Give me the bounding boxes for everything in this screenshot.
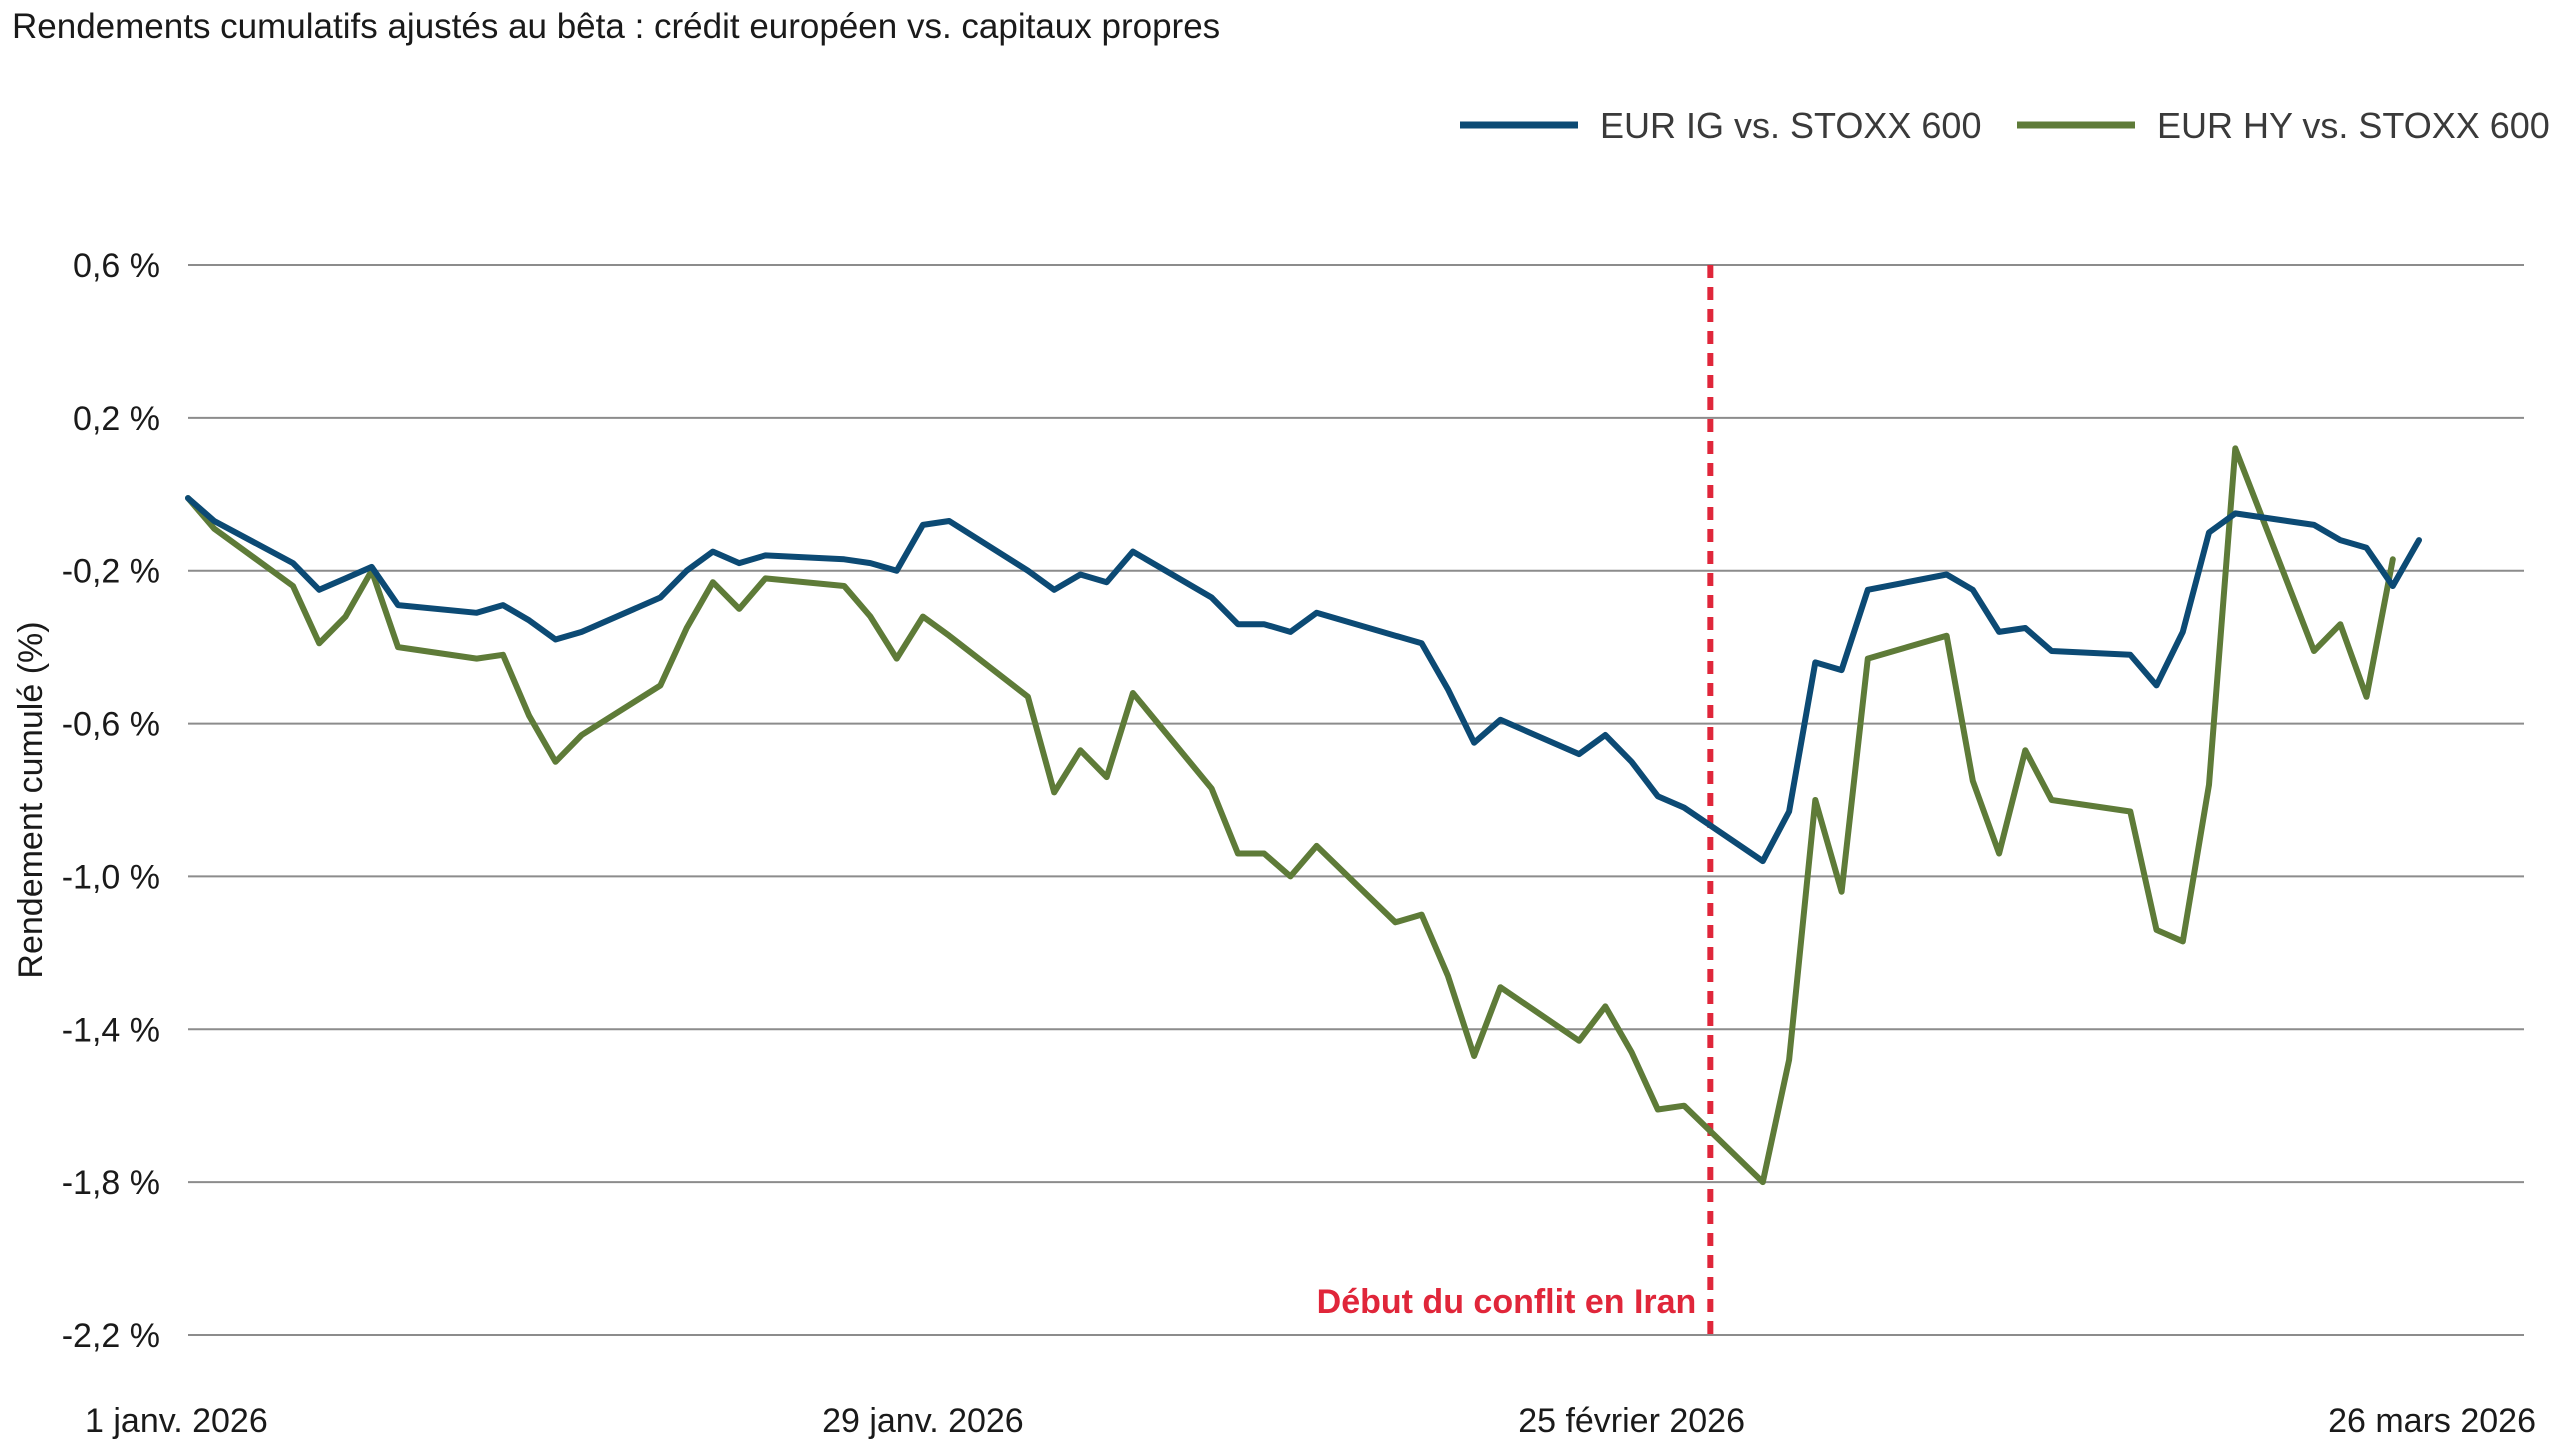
y-tick-label: -0,2 % xyxy=(62,553,160,591)
legend-label-eur-ig: EUR IG vs. STOXX 600 xyxy=(1600,105,1981,146)
y-axis-ticks: 0,6 % 0,2 % -0,2 % -0,6 % -1,0 % -1,4 % -1,8 %… xyxy=(62,247,160,1355)
legend-label-eur-hy: EUR HY vs. STOXX 600 xyxy=(2157,105,2550,146)
series-line-hy xyxy=(185,445,2396,1186)
series-group xyxy=(185,445,2422,1186)
x-axis-ticks: 1 janv. 2026 29 janv. 2026 25 février 2026… xyxy=(85,1402,2536,1440)
x-tick-label: 26 mars 2026 xyxy=(2328,1402,2536,1440)
y-tick-label: -2,2 % xyxy=(62,1317,160,1355)
x-tick-label: 1 janv. 2026 xyxy=(85,1402,268,1440)
conflict-marker-label: Début du conflit en Iran xyxy=(1317,1283,1697,1321)
series-line-ig xyxy=(185,495,2422,865)
y-tick-label: -1,8 % xyxy=(62,1164,160,1202)
gridlines xyxy=(188,264,2524,1336)
y-tick-label: -1,4 % xyxy=(62,1011,160,1049)
y-tick-label: -0,6 % xyxy=(62,706,160,744)
x-tick-label: 29 janv. 2026 xyxy=(822,1402,1024,1440)
y-axis-title: Rendement cumulé (%) xyxy=(12,621,50,978)
x-tick-label: 25 février 2026 xyxy=(1518,1402,1745,1440)
chart-title: Rendements cumulatifs ajustés au bêta : … xyxy=(12,7,1220,46)
y-tick-label: -1,0 % xyxy=(62,858,160,896)
y-tick-label: 0,6 % xyxy=(73,247,160,285)
legend: EUR IG vs. STOXX 600 EUR HY vs. STOXX 60… xyxy=(1460,105,2550,146)
y-tick-label: 0,2 % xyxy=(73,400,160,438)
